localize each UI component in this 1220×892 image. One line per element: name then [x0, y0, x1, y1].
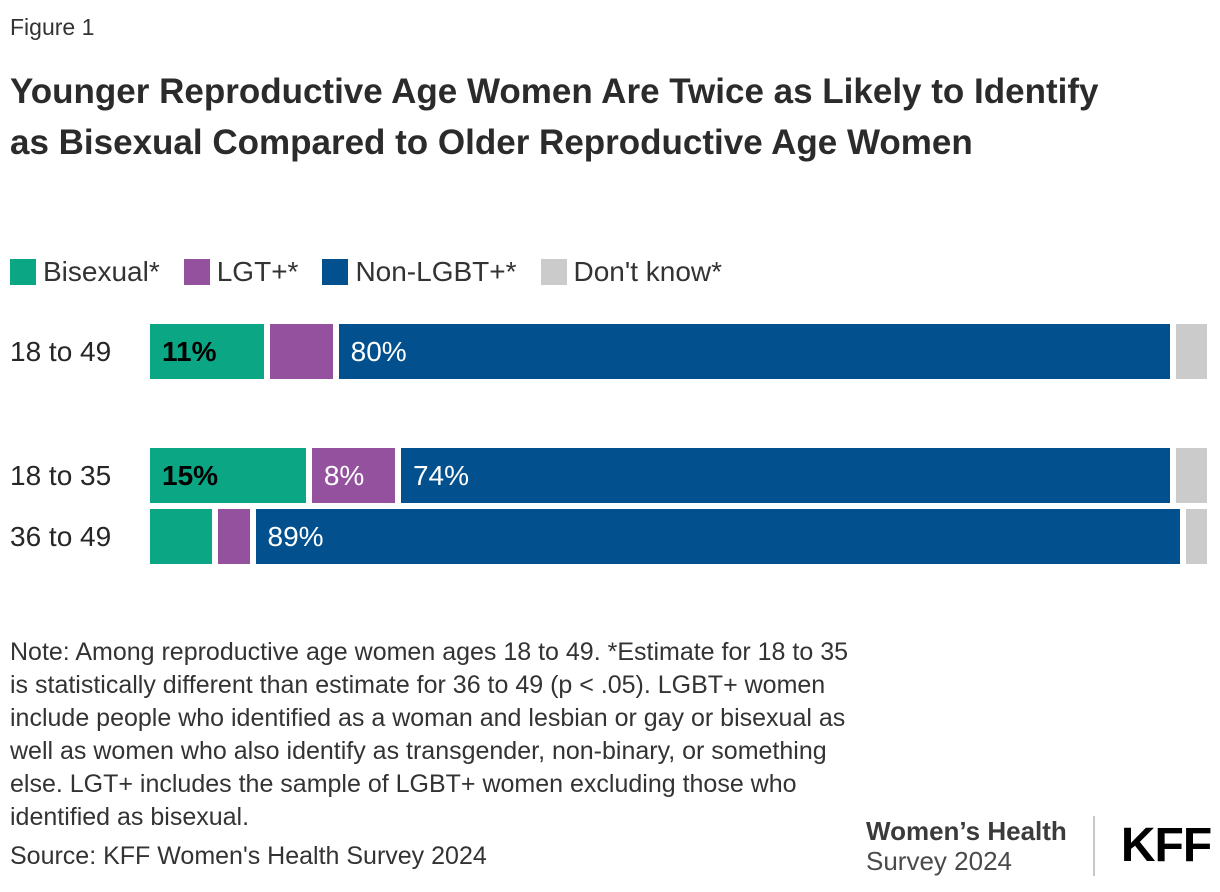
bar-row: 36 to 49 89%: [10, 509, 1207, 564]
bar-value-label: 15%: [162, 459, 219, 491]
footer-divider: [1092, 816, 1095, 876]
bar-category-label: 18 to 49: [10, 335, 112, 367]
legend-swatch: [540, 259, 567, 285]
source-text: Source: KFF Women's Health Survey 2024: [10, 842, 487, 870]
bar-segment: [1175, 324, 1208, 379]
legend-item: LGT+*: [183, 256, 299, 288]
bar-value-label: 80%: [350, 335, 407, 367]
legend-item: Don't know*: [540, 256, 723, 288]
bar-value-label: 11%: [162, 335, 217, 367]
bar-category-label: 36 to 49: [10, 520, 112, 552]
legend-label: Non-LGBT+*: [355, 256, 517, 287]
chart-title: Younger Reproductive Age Women Are Twice…: [10, 72, 1099, 162]
bar-track: 15% 8% 74%: [150, 448, 1207, 503]
bar-segment: 80%: [338, 324, 1170, 379]
legend: Bisexual* LGT+* Non-LGBT+* Don't know*: [10, 256, 722, 288]
bar-row: 18 to 35 15% 8% 74%: [10, 448, 1207, 503]
legend-label: Bisexual*: [43, 256, 160, 287]
bar-track: 11% 80%: [150, 324, 1208, 379]
branding-text: Women’s Health Survey 2024: [866, 816, 1067, 876]
kff-logo[interactable]: KFF: [1120, 819, 1212, 872]
bar-category-label: 18 to 35: [10, 459, 112, 491]
legend-label: LGT+*: [216, 256, 299, 287]
legend-swatch: [183, 259, 210, 285]
figure-label: Figure 1: [10, 14, 95, 40]
bar-row: 18 to 49 11% 80%: [10, 324, 1208, 379]
bar-segment: [218, 509, 250, 564]
bar-value-label: 8%: [323, 459, 365, 491]
branding-subtitle: Survey 2024: [866, 846, 1012, 876]
bar-segment: [1186, 509, 1207, 564]
legend-swatch: [10, 259, 36, 285]
bar-segment: 74%: [400, 448, 1170, 503]
bar-segment: [1175, 448, 1207, 503]
bar-segment: 15%: [150, 448, 306, 503]
bar-segment: [150, 509, 213, 564]
note-text: Note: Among reproductive age women ages …: [10, 638, 849, 831]
footer-branding: Women’s Health Survey 2024 KFF: [866, 816, 1212, 876]
bar-value-label: 74%: [412, 459, 470, 491]
bar-segment: 8%: [311, 448, 395, 503]
legend-label: Don't know*: [573, 256, 723, 287]
branding-title: Women’s Health: [866, 816, 1067, 846]
bar-segment: [270, 324, 333, 379]
bar-segment: 11%: [150, 324, 265, 379]
bar-track: 89%: [150, 509, 1207, 564]
bar-value-label: 89%: [267, 520, 324, 552]
bar-segment: 89%: [255, 509, 1181, 564]
legend-item: Non-LGBT+*: [322, 256, 517, 288]
legend-item: Bisexual*: [10, 256, 160, 288]
legend-swatch: [322, 259, 349, 285]
